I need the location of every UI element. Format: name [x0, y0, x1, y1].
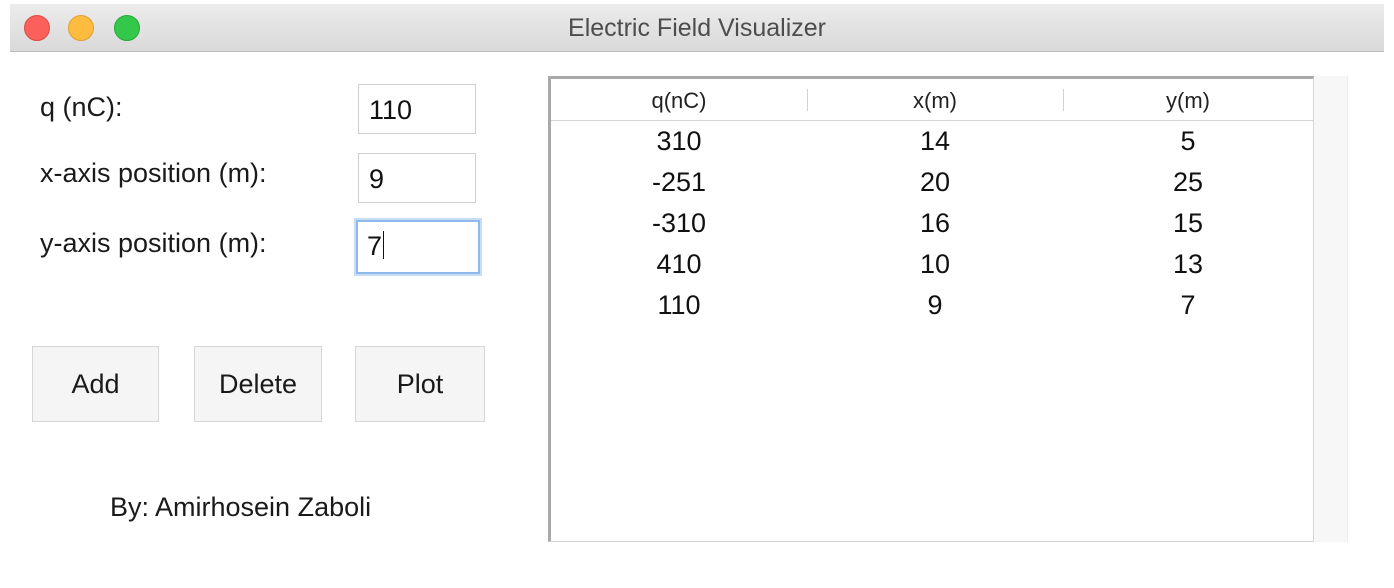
- author-credit: By: Amirhosein Zaboli: [110, 492, 372, 522]
- cell-q: 410: [656, 249, 702, 279]
- x-position-input-value: 9: [369, 164, 385, 194]
- table-row[interactable]: -310 16 15: [551, 203, 1313, 244]
- cell-y: 7: [1180, 290, 1196, 320]
- maximize-window-button[interactable]: [114, 15, 140, 41]
- plot-button[interactable]: Plot: [355, 346, 485, 422]
- title-bar[interactable]: Electric Field Visualizer: [10, 4, 1384, 52]
- y-position-label: y-axis position (m):: [40, 228, 267, 258]
- charge-input[interactable]: 110: [358, 84, 476, 134]
- table-scrollbar[interactable]: [1314, 76, 1348, 542]
- cell-q: 310: [656, 126, 702, 156]
- column-separator[interactable]: [807, 89, 808, 111]
- cell-y: 13: [1172, 249, 1204, 279]
- y-position-input-value: 7: [367, 231, 383, 261]
- charge-input-value: 110: [369, 95, 413, 125]
- cell-y: 25: [1172, 167, 1204, 197]
- cell-x: 14: [919, 126, 951, 156]
- minimize-window-button[interactable]: [68, 15, 94, 41]
- cell-q: -251: [651, 167, 707, 197]
- cell-x: 9: [927, 290, 943, 320]
- table-row[interactable]: 410 10 13: [551, 244, 1313, 285]
- column-separator[interactable]: [1063, 89, 1064, 111]
- cell-x: 20: [919, 167, 951, 197]
- window-title: Electric Field Visualizer: [568, 14, 826, 42]
- cell-q: -310: [651, 208, 707, 238]
- column-header-x[interactable]: x(m): [913, 88, 957, 113]
- table-row[interactable]: -251 20 25: [551, 162, 1313, 203]
- charge-label: q (nC):: [40, 92, 123, 122]
- cell-q: 110: [657, 290, 701, 320]
- table-row[interactable]: 110 9 7: [551, 285, 1313, 326]
- text-caret: [383, 231, 385, 259]
- close-window-button[interactable]: [24, 15, 50, 41]
- column-header-y[interactable]: y(m): [1166, 88, 1210, 113]
- cell-x: 16: [919, 208, 951, 238]
- table-header: q(nC) x(m) y(m): [551, 79, 1313, 121]
- column-header-q[interactable]: q(nC): [651, 88, 707, 113]
- cell-x: 10: [919, 249, 951, 279]
- cell-y: 15: [1172, 208, 1204, 238]
- add-button[interactable]: Add: [32, 346, 159, 422]
- charges-table[interactable]: q(nC) x(m) y(m) 310 14 5 -251 20 25 -310…: [548, 76, 1314, 542]
- x-position-input[interactable]: 9: [358, 153, 476, 203]
- x-position-label: x-axis position (m):: [40, 158, 267, 188]
- delete-button[interactable]: Delete: [194, 346, 322, 422]
- table-row[interactable]: 310 14 5: [551, 121, 1313, 162]
- y-position-input[interactable]: 7: [356, 220, 480, 274]
- cell-y: 5: [1180, 126, 1196, 156]
